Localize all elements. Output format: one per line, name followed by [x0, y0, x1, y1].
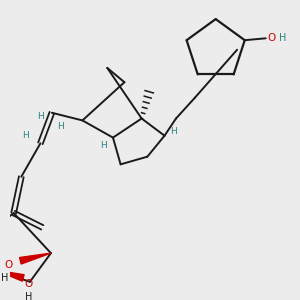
Text: H: H: [22, 131, 29, 140]
Text: H: H: [38, 112, 44, 121]
Text: O: O: [268, 33, 276, 43]
Text: H: H: [58, 122, 64, 130]
Text: H: H: [279, 33, 286, 43]
Text: H: H: [170, 128, 177, 136]
Text: O: O: [25, 279, 33, 289]
Polygon shape: [0, 270, 24, 281]
Text: H: H: [100, 141, 107, 150]
Text: O: O: [5, 260, 13, 270]
Text: H: H: [25, 292, 33, 300]
Text: H: H: [2, 273, 9, 283]
Polygon shape: [20, 253, 51, 264]
